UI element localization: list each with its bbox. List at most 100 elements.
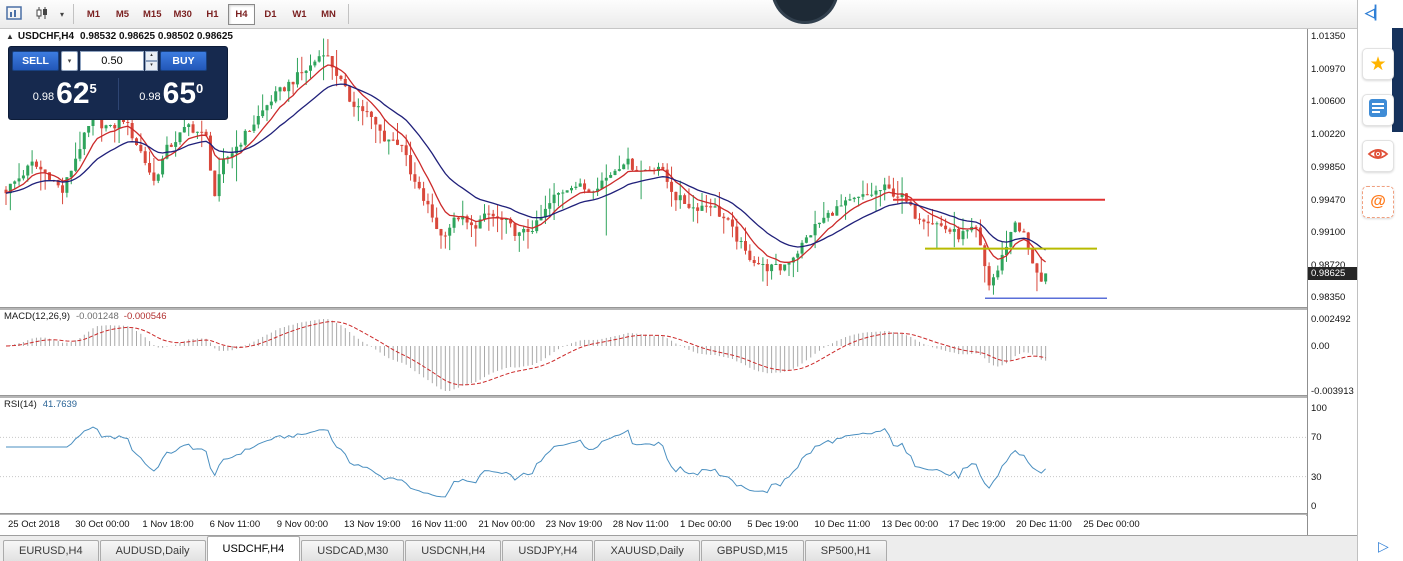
rsi-pane[interactable]: RSI(14) 41.7639 xyxy=(0,397,1306,513)
sell-price-display[interactable]: 0.98 62 5 xyxy=(12,79,118,109)
chart-title-ohlc: 0.98532 0.98625 0.98502 0.98625 xyxy=(80,31,233,42)
chart-title-symbol: USDCHF,H4 xyxy=(17,31,75,42)
rsi-line xyxy=(6,426,1046,498)
right-sidebar: ◁▏ ★ @ ▷ xyxy=(1357,0,1403,561)
time-label: 1 Dec 00:00 xyxy=(680,519,732,530)
price-divider xyxy=(117,78,119,110)
rsi-axis-label: 0 xyxy=(1311,501,1317,512)
buy-price-sup: 0 xyxy=(196,81,204,96)
rsi-chart xyxy=(0,426,1306,498)
rsi-axis-label: 100 xyxy=(1311,403,1327,414)
trade-prices-row: 0.98 62 5 0.98 65 0 xyxy=(12,71,224,117)
pane-separator xyxy=(0,513,1357,516)
candles-layer xyxy=(4,38,1107,300)
reader-mode-button[interactable] xyxy=(1362,140,1394,172)
timeframe-button-m5[interactable]: M5 xyxy=(109,4,136,25)
time-label: 10 Dec 11:00 xyxy=(814,519,871,530)
tab-usdcnh-h4[interactable]: USDCNH,H4 xyxy=(405,540,502,561)
timeframe-button-h1[interactable]: H1 xyxy=(199,4,226,25)
price-axis[interactable]: 1.01350 1.00970 1.00600 1.00220 0.99850 0.994… xyxy=(1307,28,1358,535)
buy-price-big: 65 xyxy=(162,77,197,110)
timeframe-button-mn[interactable]: MN xyxy=(315,4,342,25)
timeframe-button-h4[interactable]: H4 xyxy=(227,3,255,25)
tab-eurusd-h4[interactable]: EURUSD,H4 xyxy=(3,540,99,561)
one-click-trading-panel: SELL ▾ ▴ ▾ BUY 0.98 62 5 0.98 65 xyxy=(8,46,228,120)
favorites-button[interactable]: ★ xyxy=(1362,48,1394,80)
top-toolbar: ▾ M1 M5 M15 M30 H1 H4 D1 W1 MN xyxy=(0,0,1403,29)
time-label: 20 Dec 11:00 xyxy=(1016,519,1072,530)
macd-signal-value: -0.000546 xyxy=(123,311,167,322)
ma-slow-line xyxy=(5,83,1046,251)
time-label: 17 Dec 19:00 xyxy=(948,519,1006,530)
chart-type-dropdown-caret[interactable]: ▾ xyxy=(56,3,68,25)
main-chart-pane[interactable]: ▲ USDCHF,H4 0.98532 0.98625 0.98502 0.9862… xyxy=(0,28,1306,307)
timeframe-button-d1[interactable]: D1 xyxy=(257,4,284,25)
macd-label: MACD(12,26,9) -0.001248 -0.000546 xyxy=(4,311,167,322)
time-label: 25 Dec 00:00 xyxy=(1083,519,1140,530)
lot-dropdown-caret[interactable]: ▾ xyxy=(61,50,78,71)
time-label: 30 Oct 00:00 xyxy=(75,519,130,530)
pane-separator[interactable] xyxy=(0,307,1357,310)
price-tick-label: 1.01350 xyxy=(1311,30,1346,42)
collapse-sidebar-icon[interactable]: ◁▏ xyxy=(1365,5,1385,20)
macd-axis-min: -0.003913 xyxy=(1311,386,1354,397)
list-icon xyxy=(1368,98,1388,123)
tab-xauusd-daily[interactable]: XAUUSD,Daily xyxy=(594,540,700,561)
rsi-name: RSI(14) xyxy=(4,399,37,410)
time-label: 5 Dec 19:00 xyxy=(747,519,799,530)
tab-sp500-h1[interactable]: SP500,H1 xyxy=(804,540,887,561)
sell-button[interactable]: SELL xyxy=(12,50,59,71)
pane-separator[interactable] xyxy=(0,395,1357,398)
timeframe-button-m15[interactable]: M15 xyxy=(138,4,166,25)
time-label: 13 Dec 00:00 xyxy=(881,519,939,530)
rsi-label: RSI(14) 41.7639 xyxy=(4,399,77,410)
time-label: 16 Nov 11:00 xyxy=(411,519,467,530)
sell-price-sup: 5 xyxy=(89,81,97,96)
price-tick-label: 1.00970 xyxy=(1311,63,1346,75)
chart-window-icon xyxy=(6,5,22,23)
price-tick-label: 1.00600 xyxy=(1311,96,1346,108)
trade-panel-toggle-icon[interactable]: ▲ xyxy=(6,32,14,41)
tab-usdjpy-h4[interactable]: USDJPY,H4 xyxy=(502,540,594,561)
macd-pane[interactable]: MACD(12,26,9) -0.001248 -0.000546 xyxy=(0,309,1306,395)
rsi-axis-label: 30 xyxy=(1311,471,1322,483)
tab-gbpusd-m15[interactable]: GBPUSD,M15 xyxy=(700,540,804,561)
sell-price-prefix: 0.98 xyxy=(32,91,55,103)
tab-usdchf-h4[interactable]: USDCHF,H4 xyxy=(206,536,301,561)
price-tick-label: 1.00220 xyxy=(1311,129,1346,141)
price-tick-label: 0.98350 xyxy=(1311,292,1346,304)
lot-spinner: ▴ ▾ xyxy=(145,50,158,71)
chart-title: ▲ USDCHF,H4 0.98532 0.98625 0.98502 0.9862… xyxy=(6,31,233,42)
macd-histogram xyxy=(5,319,1047,391)
next-page-icon[interactable]: ▷ xyxy=(1378,538,1389,554)
timeframe-button-m30[interactable]: M30 xyxy=(168,4,196,25)
macd-signal-line xyxy=(5,321,1046,386)
tab-usdcad-m30[interactable]: USDCAD,M30 xyxy=(301,540,405,561)
toolbar-separator xyxy=(347,4,349,24)
timeframe-button-m1[interactable]: M1 xyxy=(80,4,107,25)
eye-icon xyxy=(1367,146,1389,167)
time-label: 23 Nov 19:00 xyxy=(545,519,603,530)
timeframe-button-w1[interactable]: W1 xyxy=(286,4,313,25)
chart-window-icon-button[interactable] xyxy=(1,3,27,25)
chart-tab-bar: EURUSD,H4 AUDUSD,Daily USDCHF,H4 USDCAD,M30… xyxy=(0,535,1357,561)
lot-size-input[interactable] xyxy=(80,50,144,71)
time-label: 9 Nov 00:00 xyxy=(276,519,329,530)
price-tick-label: 0.99100 xyxy=(1311,227,1346,239)
buy-button[interactable]: BUY xyxy=(160,50,207,71)
mention-share-button[interactable]: @ xyxy=(1362,186,1394,218)
feed-list-button[interactable] xyxy=(1362,94,1394,126)
price-tick-label: 0.98720 xyxy=(1311,260,1346,272)
star-icon: ★ xyxy=(1369,53,1387,75)
tab-audusd-daily[interactable]: AUDUSD,Daily xyxy=(99,540,206,561)
chart-type-candles-button[interactable] xyxy=(29,3,55,25)
at-icon: @ xyxy=(1370,193,1386,210)
macd-axis-max: 0.002492 xyxy=(1311,314,1351,325)
time-label: 25 Oct 2018 xyxy=(8,519,60,530)
lot-increase-button[interactable]: ▴ xyxy=(145,50,158,61)
time-axis[interactable]: 25 Oct 2018 30 Oct 00:00 1 Nov 18:00 6 Nov … xyxy=(0,515,1306,535)
buy-price-display[interactable]: 0.98 65 0 xyxy=(119,79,225,109)
lot-decrease-button[interactable]: ▾ xyxy=(145,60,158,71)
time-label: 13 Nov 19:00 xyxy=(344,519,401,530)
